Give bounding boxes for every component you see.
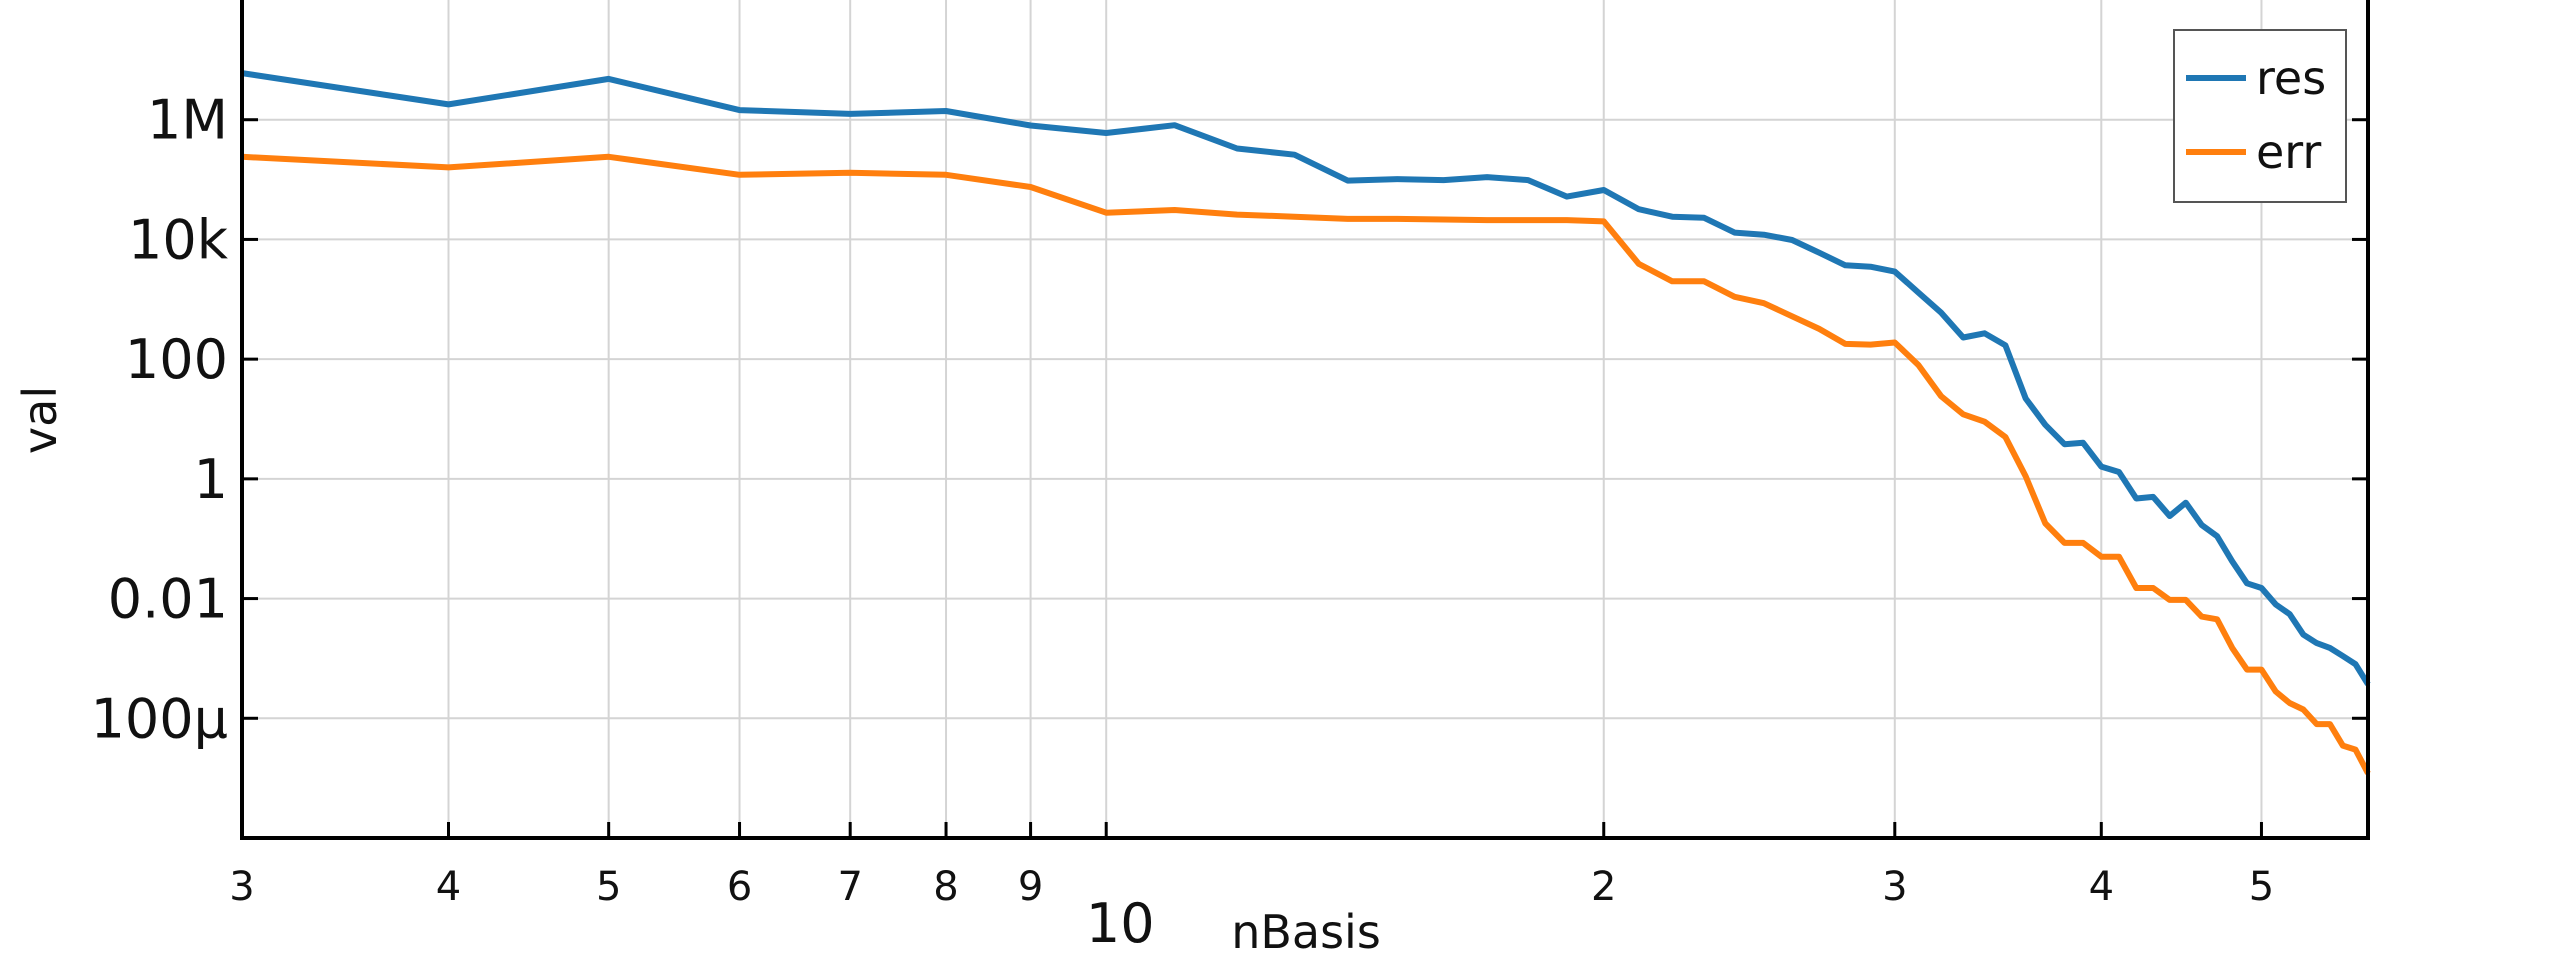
series-line-err: [241, 153, 2371, 775]
x-tick-label: 6: [727, 864, 752, 910]
series-layer: [241, 70, 2371, 775]
x-tick-label: 5: [596, 864, 621, 910]
legend-label-res: res: [2256, 51, 2326, 105]
x-tick-labels: 3 4 5 6 7 8 9 2 3 4 5: [229, 864, 2274, 910]
legend-label-err: err: [2256, 125, 2321, 179]
x-tick-label: 7: [837, 864, 862, 910]
grid: [241, 0, 2368, 838]
y-tick-label: 100: [125, 328, 228, 391]
y-tick-label: 100μ: [91, 687, 228, 750]
plot-frame: [240, 0, 2370, 840]
x-tick-label: 8: [933, 864, 958, 910]
y-tick-label: 1M: [147, 89, 228, 152]
x-decade-label: 10: [1086, 892, 1155, 955]
x-tick-label: 3: [1882, 864, 1907, 910]
y-axis-title: val: [13, 386, 67, 454]
x-tick-label: 2: [1591, 864, 1616, 910]
x-tick-label: 9: [1018, 864, 1043, 910]
x-tick-label: 4: [2089, 864, 2114, 910]
y-tick-label: 10k: [128, 208, 229, 271]
x-tick-label: 3: [229, 864, 254, 910]
y-tick-labels: 1M 10k 100 1 0.01 100μ: [91, 89, 229, 751]
x-tick-label: 4: [436, 864, 461, 910]
x-tick-label: 5: [2249, 864, 2274, 910]
x-axis-title: nBasis: [1231, 905, 1381, 959]
legend-box: [2173, 29, 2347, 203]
y-tick-label: 0.01: [108, 568, 228, 631]
y-tick-label: 1: [194, 448, 228, 511]
series-line-res: [241, 70, 2371, 686]
legend: res err: [2173, 29, 2347, 203]
tick-marks: [240, 118, 2368, 838]
